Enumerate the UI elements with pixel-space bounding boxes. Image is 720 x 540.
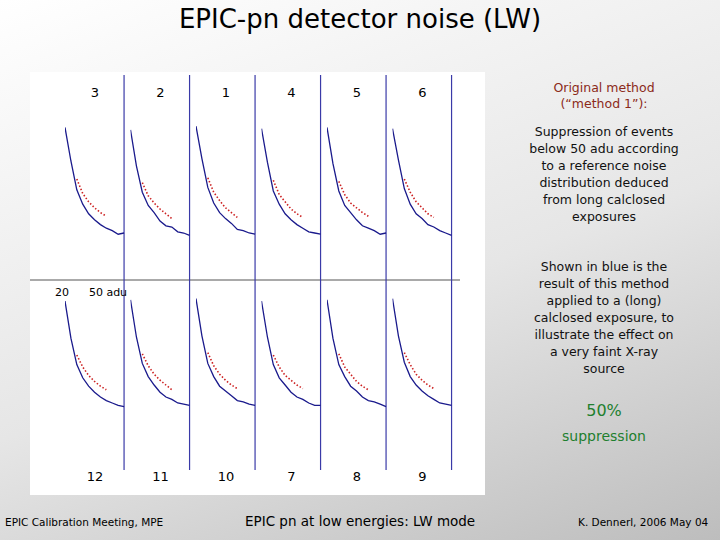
row-divider bbox=[30, 280, 460, 281]
threshold-line bbox=[123, 280, 124, 470]
method-text: from long calclosed bbox=[543, 192, 665, 207]
series-line bbox=[196, 299, 255, 406]
threshold-line bbox=[385, 280, 386, 470]
threshold-line bbox=[320, 75, 321, 280]
series-line bbox=[327, 127, 386, 234]
series-line bbox=[262, 129, 321, 235]
panel-title: 9 bbox=[418, 469, 426, 484]
blue-text: Shown in blue is the bbox=[541, 259, 667, 274]
series-line bbox=[327, 300, 386, 407]
footer-right: K. Dennerl, 2006 May 04 bbox=[578, 516, 708, 528]
series-line bbox=[404, 179, 434, 217]
series-line bbox=[339, 354, 369, 390]
method-text: distribution deduced bbox=[539, 175, 668, 190]
panel-data bbox=[393, 299, 452, 406]
series-line bbox=[404, 353, 434, 389]
threshold-line bbox=[385, 75, 386, 280]
panel-title: 4 bbox=[287, 85, 295, 100]
series-line bbox=[77, 355, 107, 390]
panel-data bbox=[327, 300, 386, 407]
panel-data bbox=[196, 299, 255, 406]
plot-background bbox=[30, 72, 485, 495]
method-text: Suppression of events bbox=[535, 124, 673, 139]
threshold-line bbox=[254, 75, 255, 280]
panel-title: 2 bbox=[156, 85, 164, 100]
method-text: exposures bbox=[572, 209, 636, 224]
threshold-line bbox=[451, 280, 452, 470]
panel-title: 3 bbox=[91, 85, 99, 100]
series-line bbox=[65, 127, 124, 234]
blue-text: calclosed exposure, to bbox=[534, 310, 674, 325]
slide-title: EPIC-pn detector noise (LW) bbox=[179, 4, 541, 34]
panel-title: 7 bbox=[287, 469, 295, 484]
series-line bbox=[262, 301, 321, 405]
panel-title: 8 bbox=[353, 469, 361, 484]
panel-data bbox=[327, 127, 386, 234]
percent: 50% bbox=[586, 401, 622, 420]
panel-data bbox=[393, 129, 452, 236]
series-line bbox=[196, 126, 255, 234]
method-text: to a reference noise bbox=[541, 158, 666, 173]
blue-text: result of this method bbox=[539, 276, 669, 291]
threshold-line bbox=[189, 75, 190, 280]
panel-title: 10 bbox=[218, 469, 235, 484]
panel-title: 11 bbox=[152, 469, 169, 484]
series-line bbox=[208, 353, 238, 389]
percent-label: suppression bbox=[562, 428, 646, 444]
panel-data bbox=[65, 127, 124, 234]
blue-text: applied to a (long) bbox=[547, 293, 662, 308]
series-line bbox=[273, 180, 303, 217]
panel-title: 12 bbox=[87, 469, 104, 484]
series-line bbox=[131, 300, 190, 406]
series-line bbox=[393, 299, 452, 406]
series-line bbox=[131, 130, 190, 236]
threshold-line bbox=[320, 280, 321, 470]
plot-svg: 3 2 1 4 5 6 12 11 10 7 8 9 20 50 adu bbox=[0, 0, 720, 540]
series-line bbox=[77, 179, 107, 216]
annotation: 20 bbox=[55, 286, 69, 299]
panel-title: 6 bbox=[418, 85, 426, 100]
panel-title: 5 bbox=[353, 85, 361, 100]
blue-text: illustrate the effect on bbox=[535, 327, 674, 342]
blue-text: source bbox=[583, 361, 625, 376]
series-line bbox=[393, 129, 452, 236]
threshold-line bbox=[189, 280, 190, 470]
method-heading: (“method 1”): bbox=[560, 96, 647, 111]
panel-data bbox=[262, 129, 321, 235]
panel-data bbox=[131, 130, 190, 236]
panel-data bbox=[131, 300, 190, 406]
method-text: below 50 adu according bbox=[529, 141, 679, 156]
footer-center: EPIC pn at low energies: LW mode bbox=[245, 513, 475, 529]
annotation: 50 adu bbox=[89, 286, 127, 299]
series-line bbox=[65, 301, 124, 407]
panel-title: 1 bbox=[222, 85, 230, 100]
method-heading: Original method bbox=[553, 80, 654, 95]
footer-left: EPIC Calibration Meeting, MPE bbox=[5, 516, 163, 528]
panel-data bbox=[196, 126, 255, 234]
panel-data bbox=[262, 301, 321, 405]
series-line bbox=[339, 181, 369, 216]
threshold-line bbox=[254, 280, 255, 470]
panel-data bbox=[65, 301, 124, 407]
threshold-line bbox=[123, 75, 124, 280]
blue-text: a very faint X-ray bbox=[550, 344, 658, 359]
threshold-line bbox=[451, 75, 452, 280]
series-line bbox=[273, 355, 303, 389]
